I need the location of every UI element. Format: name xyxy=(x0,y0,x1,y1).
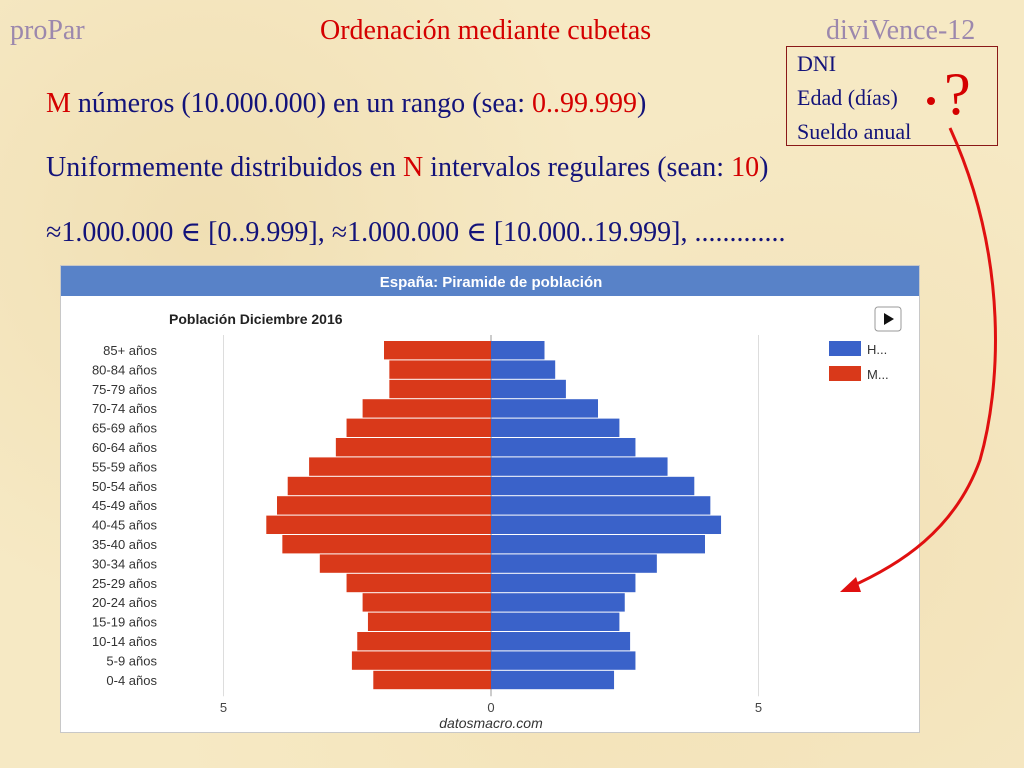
category-label: 65-69 años xyxy=(92,421,158,436)
bar-mujeres xyxy=(373,670,491,690)
category-label: 80-84 años xyxy=(92,362,158,377)
bar-hombres xyxy=(491,670,615,690)
line2-text: Uniformemente distribuidos en xyxy=(46,152,403,183)
category-label: 55-59 años xyxy=(92,459,158,474)
header-slide-title: Ordenación mediante cubetas xyxy=(320,15,652,46)
category-label: 75-79 años xyxy=(92,382,158,397)
chart-bars xyxy=(266,341,722,690)
category-label: 15-19 años xyxy=(92,615,158,630)
bar-mujeres xyxy=(282,535,491,554)
bar-mujeres xyxy=(351,651,491,670)
bar-mujeres xyxy=(335,438,491,457)
x-tick-label: 0 xyxy=(487,700,494,715)
category-label: 30-34 años xyxy=(92,556,158,571)
category-label: 50-54 años xyxy=(92,479,158,494)
category-label: 60-64 años xyxy=(92,440,158,455)
bar-hombres xyxy=(491,496,711,515)
chart-source: datosmacro.com xyxy=(439,715,543,731)
bar-mujeres xyxy=(367,612,491,631)
bar-hombres xyxy=(491,341,545,360)
chart-subtitle: Población Diciembre 2016 xyxy=(169,311,343,327)
bar-mujeres xyxy=(266,515,491,534)
bar-hombres xyxy=(491,418,620,437)
chart-banner xyxy=(61,266,919,296)
bar-hombres xyxy=(491,457,668,476)
category-label: 40-45 años xyxy=(92,518,158,533)
chart-x-ticks: 5 0 5 xyxy=(220,700,762,715)
bar-hombres xyxy=(491,438,636,457)
bar-hombres xyxy=(491,612,620,631)
legend-swatch xyxy=(829,341,861,356)
bar-mujeres xyxy=(389,379,491,399)
question-mark: ? xyxy=(944,61,971,127)
x-tick-label: 5 xyxy=(220,700,227,715)
bar-hombres xyxy=(491,515,722,534)
line2-close: ) xyxy=(759,152,769,183)
letter-n: N xyxy=(402,152,424,183)
interval-count: 10 xyxy=(731,152,760,183)
bar-mujeres xyxy=(384,341,491,360)
play-button[interactable] xyxy=(874,306,902,332)
population-pyramid-chart: España: Piramide de población Población … xyxy=(60,265,920,733)
chart-svg: España: Piramide de población Población … xyxy=(61,266,919,731)
bar-mujeres xyxy=(319,554,491,573)
category-label: 70-74 años xyxy=(92,401,158,416)
line1-close: ) xyxy=(637,88,647,119)
header-right-title: diviVence-12 xyxy=(826,15,976,46)
bar-hombres xyxy=(491,360,556,379)
category-label: 85+ años xyxy=(103,343,157,358)
bar-mujeres xyxy=(362,399,491,418)
range-value: 0..99.999 xyxy=(532,88,638,119)
category-label: 25-29 años xyxy=(92,576,158,591)
bar-hombres xyxy=(491,535,705,554)
category-label: 0-4 años xyxy=(106,673,157,688)
bar-hombres xyxy=(491,554,657,573)
legend-swatch xyxy=(829,366,861,381)
line1-text: números (10.000.000) en un rango (sea: xyxy=(70,88,533,119)
text-line-2: Uniformemente distribuidos en N interval… xyxy=(46,151,768,185)
header-left-title: proPar xyxy=(10,15,85,46)
category-label: 45-49 años xyxy=(92,498,158,513)
line2-text-b: intervalos regulares (sean: xyxy=(423,152,732,183)
category-label: 5-9 años xyxy=(106,653,157,668)
bar-hombres xyxy=(491,573,636,593)
bar-mujeres xyxy=(287,476,491,496)
bar-hombres xyxy=(491,476,695,496)
box-item-edad: Edad (días) xyxy=(797,85,898,110)
chart-title: España: Piramide de población xyxy=(380,274,603,291)
category-label: 35-40 años xyxy=(92,537,158,552)
bar-mujeres xyxy=(362,593,491,612)
box-item-dni: DNI xyxy=(797,51,837,76)
bar-hombres xyxy=(491,399,598,418)
bar-mujeres xyxy=(309,457,491,476)
text-line-3: ≈1.000.000 ∈ [0..9.999], ≈1.000.000 ∈ [1… xyxy=(46,217,786,248)
x-tick-label: 5 xyxy=(755,700,762,715)
legend-label: H... xyxy=(867,342,887,357)
bar-hombres xyxy=(491,632,631,651)
bar-mujeres xyxy=(277,496,491,515)
bar-hombres xyxy=(491,379,566,399)
category-label: 20-24 años xyxy=(92,595,158,610)
bar-hombres xyxy=(491,593,625,612)
bar-mujeres xyxy=(346,418,491,437)
bar-hombres xyxy=(491,651,636,670)
bar-mujeres xyxy=(346,573,491,593)
text-line-1: M números (10.000.000) en un rango (sea:… xyxy=(46,87,646,121)
legend-label: M... xyxy=(867,367,889,382)
chart-category-labels: 85+ años 80-84 años 75-79 años 70-74 años 65… xyxy=(92,343,158,688)
bar-mujeres xyxy=(357,632,491,651)
bar-mujeres xyxy=(389,360,491,379)
chart-legend: H... M... xyxy=(829,341,889,382)
category-label: 10-14 años xyxy=(92,634,158,649)
letter-m: M xyxy=(46,88,71,119)
